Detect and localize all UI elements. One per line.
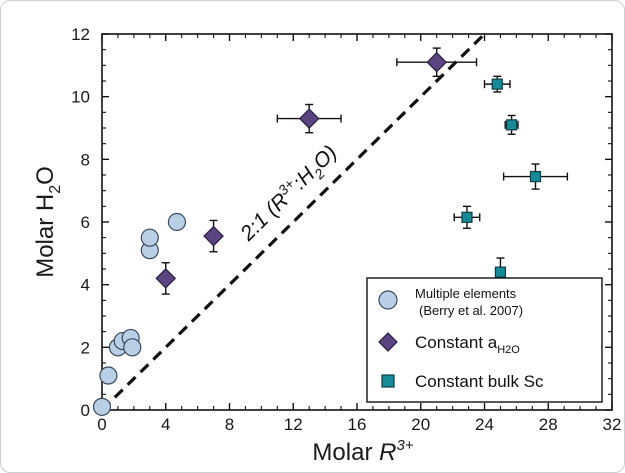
legend-label-constant-a-sub: H2O <box>497 344 520 356</box>
circle-data-point <box>123 338 142 357</box>
square-data-point <box>505 119 518 131</box>
y-tick-label: 8 <box>81 150 90 169</box>
legend-label-constant-a-base: Constant a <box>415 333 498 352</box>
y-axis-title: Molar H2O <box>32 166 64 278</box>
y-tick-label: 2 <box>81 338 90 357</box>
x-tick-label: 12 <box>284 415 303 434</box>
legend-label-constant-bulk-sc: Constant bulk Sc <box>415 372 544 391</box>
x-tick-label: 8 <box>225 415 234 434</box>
y-axis-title-base: Molar H <box>32 194 59 278</box>
circle-data-point <box>167 212 187 232</box>
x-axis-title-base: Molar <box>312 439 379 466</box>
legend-square-marker <box>381 374 395 388</box>
square-data-point <box>494 266 507 278</box>
x-tick-label: 32 <box>603 415 622 434</box>
x-axis-title-italic: R <box>379 439 396 466</box>
x-tick-label: 4 <box>161 415 170 434</box>
y-tick-label: 12 <box>71 25 90 44</box>
ref-label-c: 3+ <box>275 176 298 199</box>
x-axis-title-sup: 3+ <box>396 437 413 454</box>
diamond-data-point <box>298 108 320 129</box>
square-data-point <box>461 211 473 223</box>
y-tick-label: 0 <box>81 401 90 420</box>
legend-label-berry-reference: (Berry et al. 2007) <box>419 303 523 318</box>
data-markers <box>92 51 542 416</box>
legend-circle-marker <box>378 290 398 310</box>
legend-label-multiple-elements: Multiple elements <box>415 286 517 301</box>
circle-data-point <box>92 397 112 416</box>
x-tick-label: 28 <box>539 415 558 434</box>
x-tick-label: 20 <box>411 415 430 434</box>
reference-line-label: 2:1 (R3+:H2O) <box>233 139 344 249</box>
x-tick-label: 16 <box>348 415 367 434</box>
x-axis-title: Molar R3+ <box>312 437 413 466</box>
circle-data-point <box>99 366 118 385</box>
legend-label-constant-a-h2o: Constant aH2O <box>415 333 520 356</box>
circle-data-point <box>140 228 159 247</box>
legend: Multiple elements (Berry et al. 2007) Co… <box>366 277 603 403</box>
diamond-data-point <box>426 51 448 73</box>
legend-box <box>366 277 603 403</box>
legend-diamond-marker <box>378 332 398 352</box>
x-tick-label: 24 <box>475 415 494 434</box>
y-tick-label: 10 <box>71 88 90 107</box>
x-tick-label: 0 <box>97 415 106 434</box>
error-bars <box>161 47 569 295</box>
y-axis-title-tail: O <box>32 166 59 185</box>
y-tick-label: 4 <box>81 276 90 295</box>
y-axis-title-sub: 2 <box>47 185 64 194</box>
diamond-data-point <box>203 225 224 247</box>
square-data-point <box>529 170 542 183</box>
y-tick-label: 6 <box>81 213 90 232</box>
diamond-data-point <box>155 268 177 289</box>
square-data-point <box>491 78 503 90</box>
